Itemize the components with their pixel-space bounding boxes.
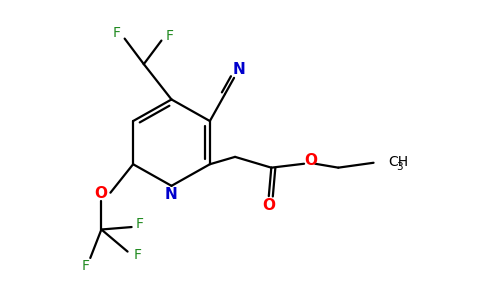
Text: O: O	[304, 153, 318, 168]
Text: F: F	[81, 259, 89, 273]
Text: O: O	[94, 186, 107, 201]
Text: CH: CH	[389, 155, 409, 169]
Text: 3: 3	[396, 162, 403, 172]
Text: F: F	[113, 26, 121, 40]
Text: N: N	[165, 187, 178, 202]
Text: F: F	[136, 217, 144, 231]
Text: F: F	[166, 29, 173, 43]
Text: N: N	[233, 61, 245, 76]
Text: F: F	[134, 248, 142, 262]
Text: O: O	[262, 198, 275, 213]
